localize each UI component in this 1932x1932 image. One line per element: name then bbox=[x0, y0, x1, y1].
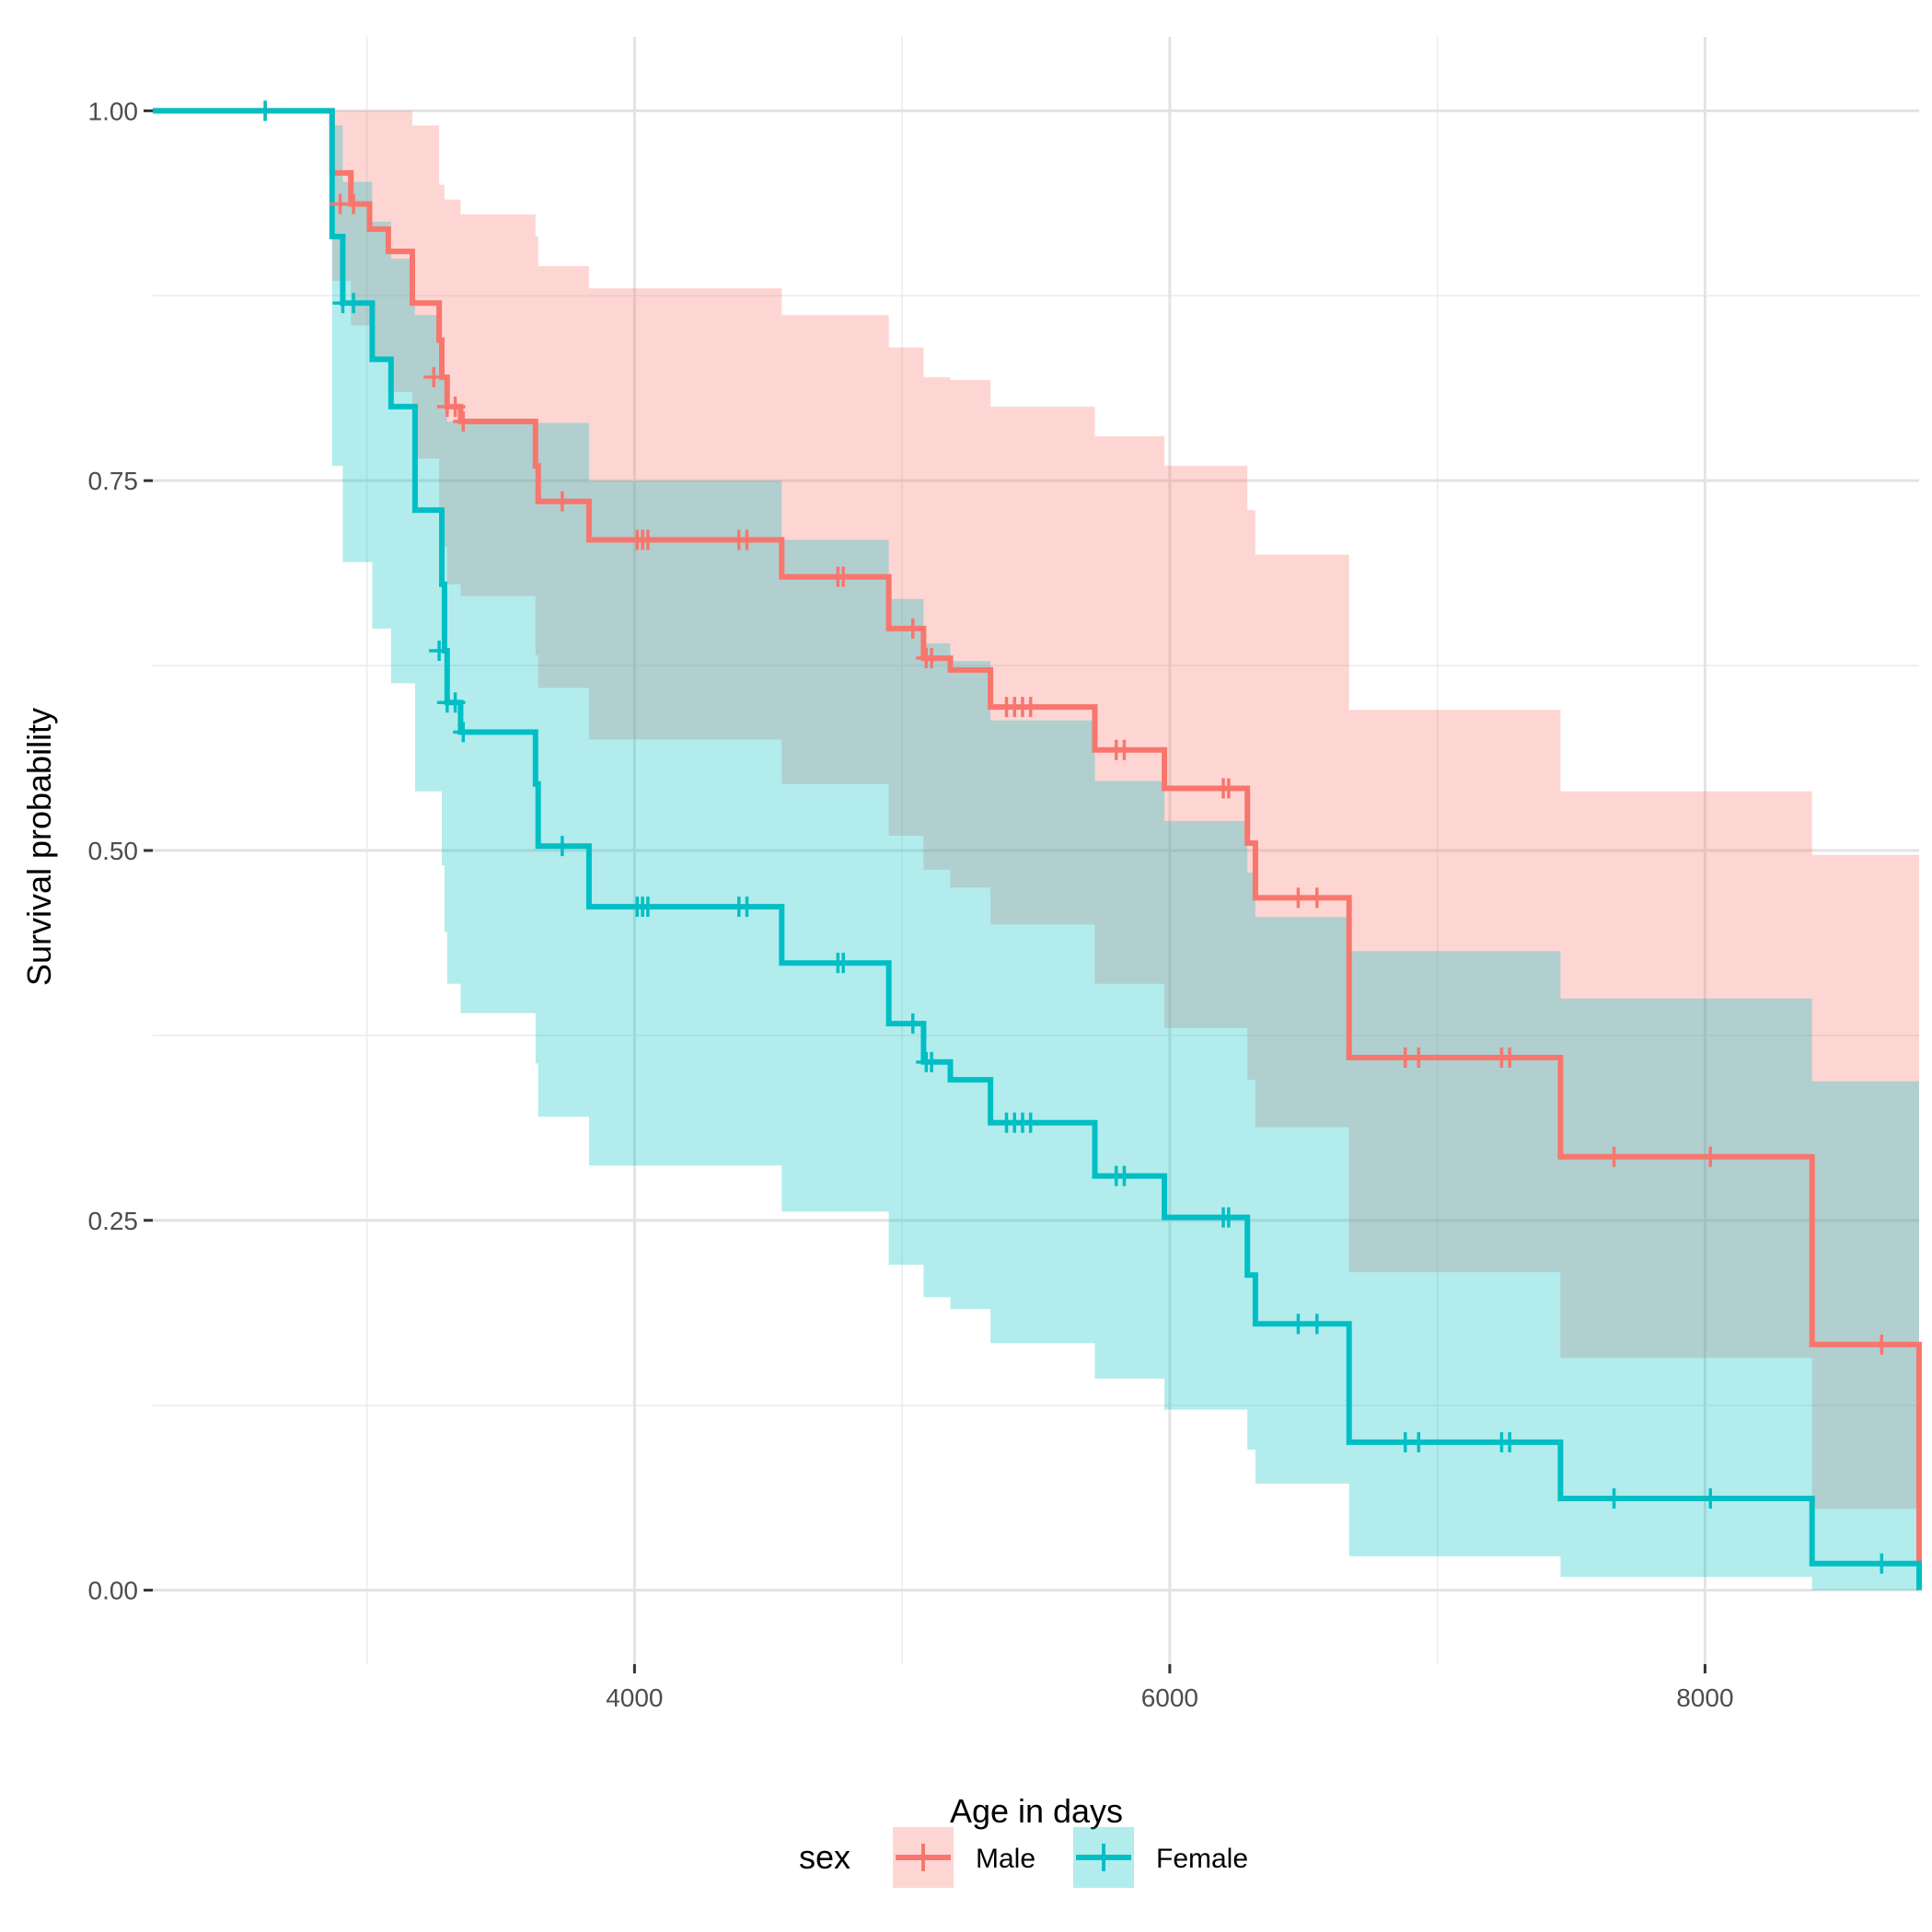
censor-mark bbox=[1499, 1431, 1521, 1452]
censor-mark bbox=[1306, 887, 1327, 908]
censor-mark bbox=[453, 411, 474, 432]
censor-mark bbox=[1218, 1207, 1239, 1228]
censor-mark bbox=[445, 692, 466, 713]
survival-line-female bbox=[153, 108, 1922, 1591]
legend: sex Male Female bbox=[799, 1827, 1248, 1888]
censor-mark bbox=[1218, 778, 1239, 799]
censor-mark bbox=[637, 529, 658, 550]
censor-mark bbox=[921, 648, 943, 669]
censor-mark bbox=[445, 396, 466, 417]
legend-title: sex bbox=[799, 1838, 850, 1876]
censor-mark bbox=[1408, 1047, 1429, 1069]
censor-mark bbox=[1288, 1313, 1309, 1335]
censor-mark bbox=[1288, 887, 1309, 908]
y-tick-label: 0.25 bbox=[88, 1207, 139, 1235]
censor-marks bbox=[255, 100, 1892, 1574]
censor-mark bbox=[1700, 1487, 1721, 1509]
x-axis: 4000 6000 8000 bbox=[606, 1664, 1734, 1712]
legend-label-female: Female bbox=[1156, 1844, 1248, 1874]
y-tick-label: 0.75 bbox=[88, 467, 139, 495]
censor-mark bbox=[833, 953, 854, 974]
censor-mark bbox=[736, 529, 758, 550]
censor-mark bbox=[343, 193, 364, 214]
survival-curves bbox=[153, 108, 1922, 1591]
censor-mark bbox=[1020, 697, 1041, 718]
x-axis-title: Age in days bbox=[950, 1792, 1123, 1830]
censor-mark bbox=[429, 641, 450, 662]
y-axis-title: Survival probability bbox=[20, 708, 58, 986]
survival-line-male bbox=[153, 108, 1922, 1591]
censor-mark bbox=[637, 897, 658, 918]
x-tick-label: 8000 bbox=[1676, 1683, 1733, 1712]
censor-mark bbox=[1114, 1165, 1135, 1186]
censor-mark bbox=[1306, 1313, 1327, 1335]
censor-mark bbox=[1603, 1146, 1625, 1167]
legend-key-male bbox=[893, 1827, 954, 1888]
censor-mark bbox=[1499, 1047, 1521, 1069]
censor-mark bbox=[551, 836, 573, 857]
censor-mark bbox=[1603, 1487, 1625, 1509]
censor-mark bbox=[1114, 739, 1135, 760]
censor-mark bbox=[423, 366, 445, 388]
censor-mark bbox=[551, 491, 573, 512]
legend-label-male: Male bbox=[976, 1844, 1035, 1874]
censor-mark bbox=[1871, 1553, 1892, 1574]
censor-mark bbox=[1408, 1431, 1429, 1452]
ci-ribbon-male bbox=[153, 110, 1919, 1510]
censor-mark bbox=[902, 618, 923, 639]
confidence-ribbons bbox=[153, 110, 1919, 1591]
major-gridlines bbox=[153, 37, 1919, 1664]
censor-group-female bbox=[255, 100, 1892, 1574]
y-axis: 0.00 0.25 0.50 0.75 1.00 bbox=[88, 97, 153, 1605]
censor-mark bbox=[255, 100, 276, 121]
censor-mark bbox=[1871, 1334, 1892, 1355]
censor-group-male bbox=[255, 100, 1892, 1355]
censor-mark bbox=[453, 722, 474, 743]
y-tick-label: 0.00 bbox=[88, 1577, 139, 1605]
censor-mark bbox=[1700, 1146, 1721, 1167]
censor-mark bbox=[921, 1051, 943, 1072]
x-tick-label: 6000 bbox=[1141, 1683, 1198, 1712]
censor-mark bbox=[833, 566, 854, 587]
x-tick-label: 4000 bbox=[606, 1683, 663, 1712]
y-tick-label: 0.50 bbox=[88, 837, 139, 865]
censor-mark bbox=[736, 897, 758, 918]
y-tick-label: 1.00 bbox=[88, 97, 139, 125]
censor-mark bbox=[343, 293, 364, 314]
legend-key-female bbox=[1073, 1827, 1134, 1888]
censor-mark bbox=[902, 1013, 923, 1035]
ci-ribbon-female bbox=[153, 110, 1919, 1591]
censor-mark bbox=[1020, 1112, 1041, 1133]
